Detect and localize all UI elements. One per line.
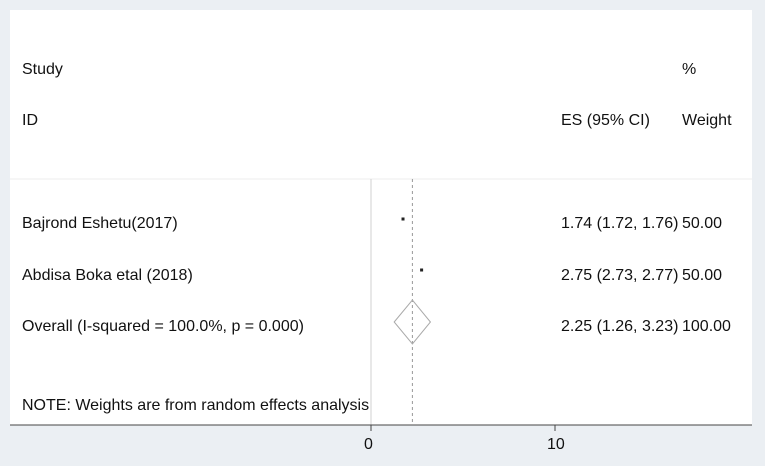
es-ci-header: ES (95% CI) [561, 112, 650, 129]
overall-es-ci: 2.25 (1.26, 3.23) [561, 318, 679, 335]
study-weight: 50.00 [682, 267, 723, 284]
study-label: Abdisa Boka etal (2018) [22, 267, 193, 284]
plot-panel [10, 10, 752, 425]
study-header: Study [22, 61, 63, 78]
x-tick-label: 0 [364, 436, 373, 453]
forest-marks [370, 217, 556, 431]
study-es-ci: 2.75 (2.73, 2.77) [561, 267, 679, 284]
study-label: Bajrond Eshetu(2017) [22, 215, 178, 232]
study-point-estimate [401, 217, 405, 221]
overall-diamond [393, 299, 432, 345]
weight-header: Weight [682, 112, 732, 129]
id-header: ID [22, 112, 38, 129]
study-point-estimate [420, 268, 424, 272]
study-weight: 50.00 [682, 215, 723, 232]
x-tick-label: 10 [547, 436, 565, 453]
percent-header: % [682, 61, 697, 78]
footnote: NOTE: Weights are from random effects an… [22, 397, 370, 414]
overall-label: Overall (I-squared = 100.0%, p = 0.000) [22, 318, 304, 335]
study-es-ci: 1.74 (1.72, 1.76) [561, 215, 679, 232]
overall-weight: 100.00 [682, 318, 731, 335]
